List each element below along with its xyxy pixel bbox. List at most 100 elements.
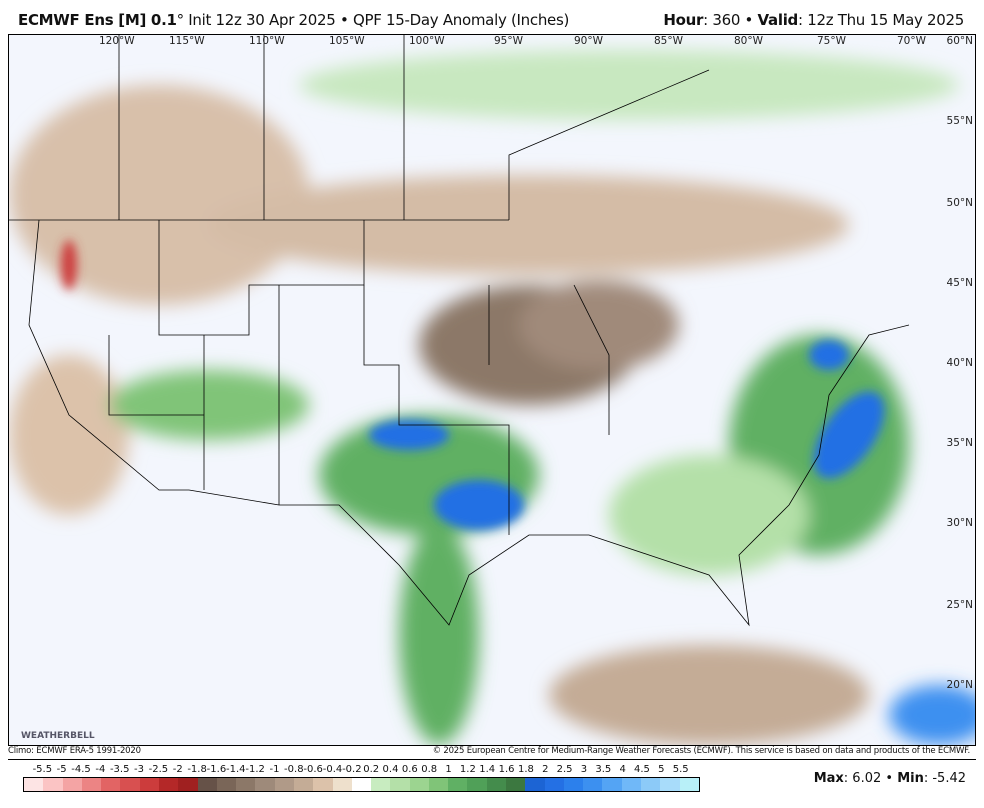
colorbar-label: 0.2 <box>363 764 380 775</box>
colorbar-label: -1.2 <box>245 764 265 775</box>
climo-note: Climo: ECMWF ERA-5 1991-2020 <box>8 746 141 756</box>
colorbar-swatch <box>139 778 159 791</box>
colorbar-label: 1.2 <box>459 764 476 775</box>
colorbar-label: 3.5 <box>595 764 612 775</box>
colorbar-swatch <box>409 778 429 791</box>
divider <box>8 759 976 760</box>
colorbar-swatch <box>506 778 526 791</box>
colorbar-label: 1.6 <box>498 764 515 775</box>
colorbar-swatch <box>544 778 564 791</box>
colorbar-swatch <box>390 778 410 791</box>
latitude-label: 50°N <box>946 197 973 209</box>
hour-label: Hour <box>663 11 704 29</box>
colorbar-label: 5.5 <box>672 764 689 775</box>
colorbar-swatch <box>621 778 641 791</box>
colorbar-swatch <box>255 778 275 791</box>
colorbar-swatch <box>178 778 198 791</box>
colorbar-swatch <box>563 778 584 791</box>
colorbar-swatch <box>293 778 314 791</box>
colorbar-label: -0.6 <box>303 764 323 775</box>
heavy-wet-texas-2 <box>434 480 524 530</box>
degree: ° <box>176 11 185 29</box>
valid-time: Hour: 360 • Valid: 12z Thu 15 May 2025 <box>663 11 964 29</box>
colorbar-label: -3.5 <box>109 764 130 775</box>
anomaly-map: 120°W 115°W 110°W 105°W 100°W 95°W 90°W 85°W 80°… <box>8 34 976 746</box>
colorbar-label: -1.4 <box>226 764 246 775</box>
init-info: Init 12z 30 Apr 2025 • QPF 15-Day Anomal… <box>183 11 570 29</box>
wet-anomaly-hudson <box>299 50 959 120</box>
colorbar-label: 0.6 <box>401 764 418 775</box>
colorbar-labels: -5.5 -5 -4.5 -4 -3.5 -3 -2.5 -2 -1.8 -1.6 -1.4 -1.2… <box>23 764 700 776</box>
latitude-label: 25°N <box>946 599 973 611</box>
colorbar-swatch <box>274 778 294 791</box>
colorbar-swatch <box>120 778 140 791</box>
colorbar-label: -1.8 <box>187 764 207 775</box>
colorbar-swatch <box>583 778 603 791</box>
colorbar-swatch <box>641 778 661 791</box>
heavy-wet-northeast <box>809 340 849 370</box>
longitude-label: 70°W <box>897 35 926 47</box>
min-value: : -5.42 <box>923 771 966 786</box>
colorbar-swatch <box>525 778 545 791</box>
colorbar-label: -5.5 <box>32 764 53 775</box>
longitude-label: 100°W <box>409 35 445 47</box>
colorbar-label: 3 <box>580 764 588 775</box>
colorbar-swatch <box>43 778 63 791</box>
dry-anomaly-california <box>9 355 129 515</box>
colorbar-label: 5 <box>658 764 665 775</box>
longitude-label: 90°W <box>574 35 603 47</box>
colorbar-label: -0.8 <box>284 764 304 775</box>
longitude-label: 85°W <box>654 35 683 47</box>
dry-anomaly-canada <box>209 175 849 275</box>
max-min-stats: Max: 6.02 • Min: -5.42 <box>814 771 966 786</box>
wet-anomaly-caribbean <box>889 685 975 745</box>
longitude-label: 110°W <box>249 35 285 47</box>
colorbar-label: -3 <box>134 764 145 775</box>
valid-label: Valid <box>757 11 799 29</box>
colorbar-label: -0.2 <box>342 764 362 775</box>
colorbar-swatch <box>486 778 507 791</box>
colorbar-label: 0.4 <box>382 764 399 775</box>
latitude-label: 55°N <box>946 115 973 127</box>
colorbar-label: 2 <box>542 764 549 775</box>
wet-anomaly-mexico <box>399 525 479 745</box>
colorbar-label: -0.4 <box>322 764 343 775</box>
colorbar-label: -1 <box>269 764 280 775</box>
longitude-label: 80°W <box>734 35 763 47</box>
borders <box>9 35 910 627</box>
latitude-label: 20°N <box>946 679 973 691</box>
colorbar-swatch <box>679 778 699 791</box>
colorbar-label: -1.6 <box>206 764 227 775</box>
colorbar-label: 0.8 <box>421 764 438 775</box>
colorbar-label: -2.5 <box>148 764 169 775</box>
colorbar-label: 1.4 <box>479 764 496 775</box>
colorbar-swatch <box>236 778 256 791</box>
latitude-label: 35°N <box>946 437 973 449</box>
map-field <box>9 35 975 745</box>
colorbar-swatch <box>371 778 391 791</box>
colorbar-label: -4 <box>95 764 106 775</box>
colorbar-label: 4.5 <box>634 764 650 775</box>
colorbar-swatch <box>101 778 121 791</box>
colorbar-swatch <box>428 778 449 791</box>
copyright-note: © 2025 European Centre for Medium-Range … <box>432 746 971 756</box>
wet-anomaly-southeast <box>609 455 809 575</box>
min-label: Min <box>897 771 924 786</box>
model-name: ECMWF Ens [M] 0.1 <box>18 11 177 29</box>
longitude-label: 120°W <box>99 35 135 47</box>
max-label: Max <box>813 771 844 786</box>
colorbar-label: 2.5 <box>556 764 573 775</box>
colorbar-swatch <box>62 778 82 791</box>
latitude-label: 30°N <box>946 517 973 529</box>
latitude-label: 40°N <box>946 357 973 369</box>
longitude-label: 115°W <box>169 35 205 47</box>
latitude-label: 60°N <box>946 35 973 47</box>
valid-value: : 12z Thu 15 May 2025 <box>797 11 964 29</box>
dry-anomaly-caribbean <box>549 645 869 745</box>
heavy-dry-northwest <box>61 240 77 290</box>
dry-anomaly-northwest <box>9 85 309 305</box>
colorbar-swatch <box>313 778 333 791</box>
colorbar-swatch <box>660 778 680 791</box>
longitude-label: 95°W <box>494 35 523 47</box>
map-title: ECMWF Ens [M] 0.1° Init 12z 30 Apr 2025 … <box>18 11 569 29</box>
